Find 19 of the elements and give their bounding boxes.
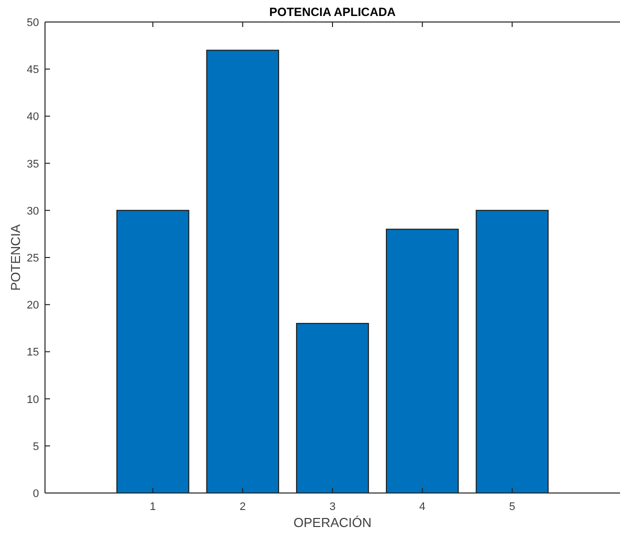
y-tick-label: 20	[26, 300, 39, 312]
y-tick-label: 30	[26, 205, 39, 218]
y-tick-label: 35	[26, 158, 39, 170]
x-tick-label: 1	[150, 501, 156, 513]
x-tick-label: 5	[509, 501, 516, 513]
chart-title: POTENCIA APLICADA	[269, 5, 396, 19]
y-tick-label: 45	[26, 64, 39, 76]
y-axis-title: POTENCIA	[8, 224, 23, 291]
y-tick-label: 50	[26, 17, 39, 29]
x-axis-title: OPERACIÓN	[293, 515, 372, 530]
y-tick-label: 10	[26, 394, 39, 406]
y-tick-label: 15	[26, 346, 39, 359]
x-tick-label: 3	[329, 501, 336, 513]
y-tick-label: 5	[32, 440, 39, 453]
y-tick-label: 0	[32, 488, 39, 500]
y-tick-label: 25	[26, 252, 39, 264]
y-tick-label: 40	[26, 111, 39, 124]
x-tick-label: 4	[419, 501, 426, 513]
x-tick-label: 2	[240, 501, 246, 513]
